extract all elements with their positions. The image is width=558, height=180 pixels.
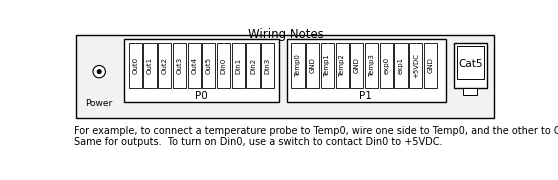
Text: GND: GND: [310, 58, 316, 73]
Bar: [287, 39, 446, 102]
Text: Out0: Out0: [132, 57, 138, 74]
Text: Out1: Out1: [147, 57, 153, 74]
Text: Out2: Out2: [162, 57, 168, 74]
Text: Cat5: Cat5: [458, 59, 483, 69]
Bar: [247, 43, 259, 88]
Text: Temp3: Temp3: [369, 54, 374, 77]
Text: Din3: Din3: [264, 57, 271, 74]
Bar: [457, 46, 484, 79]
Text: exp0: exp0: [383, 57, 389, 74]
Bar: [454, 43, 487, 88]
Text: Same for outputs.  To turn on Din0, use a switch to contact Din0 to +5VDC.: Same for outputs. To turn on Din0, use a…: [74, 137, 442, 147]
Bar: [158, 43, 171, 88]
Circle shape: [97, 70, 101, 74]
Bar: [350, 43, 363, 88]
Bar: [380, 43, 393, 88]
Bar: [217, 43, 230, 88]
Text: Out4: Out4: [191, 57, 197, 74]
Text: Temp1: Temp1: [324, 54, 330, 77]
Text: Out5: Out5: [206, 57, 212, 74]
Bar: [202, 43, 215, 88]
Bar: [464, 88, 478, 95]
Bar: [365, 43, 378, 88]
Bar: [335, 43, 349, 88]
Bar: [173, 43, 186, 88]
Bar: [124, 39, 279, 102]
Text: Din2: Din2: [250, 57, 256, 74]
Text: GND: GND: [427, 58, 434, 73]
Text: Temp0: Temp0: [295, 54, 301, 77]
Bar: [291, 43, 305, 88]
Text: For example, to connect a temperature probe to Temp0, wire one side to Temp0, an: For example, to connect a temperature pr…: [74, 125, 558, 136]
Bar: [321, 43, 334, 88]
Text: GND: GND: [354, 58, 360, 73]
Bar: [424, 43, 437, 88]
Bar: [187, 43, 201, 88]
Bar: [143, 43, 157, 88]
Circle shape: [93, 66, 105, 78]
Text: Temp2: Temp2: [339, 54, 345, 77]
Text: Power: Power: [85, 99, 113, 108]
Bar: [306, 43, 319, 88]
Text: +5VDC: +5VDC: [413, 53, 419, 78]
Bar: [76, 35, 494, 118]
Bar: [232, 43, 245, 88]
Bar: [395, 43, 408, 88]
Text: P0: P0: [195, 91, 208, 101]
Text: Out3: Out3: [176, 57, 182, 74]
Text: exp1: exp1: [398, 57, 404, 74]
Text: Din1: Din1: [235, 57, 241, 74]
Bar: [261, 43, 275, 88]
Bar: [409, 43, 422, 88]
Text: Din0: Din0: [220, 57, 227, 74]
Bar: [129, 43, 142, 88]
Text: P1: P1: [359, 91, 372, 101]
Text: Wiring Notes: Wiring Notes: [248, 28, 324, 41]
